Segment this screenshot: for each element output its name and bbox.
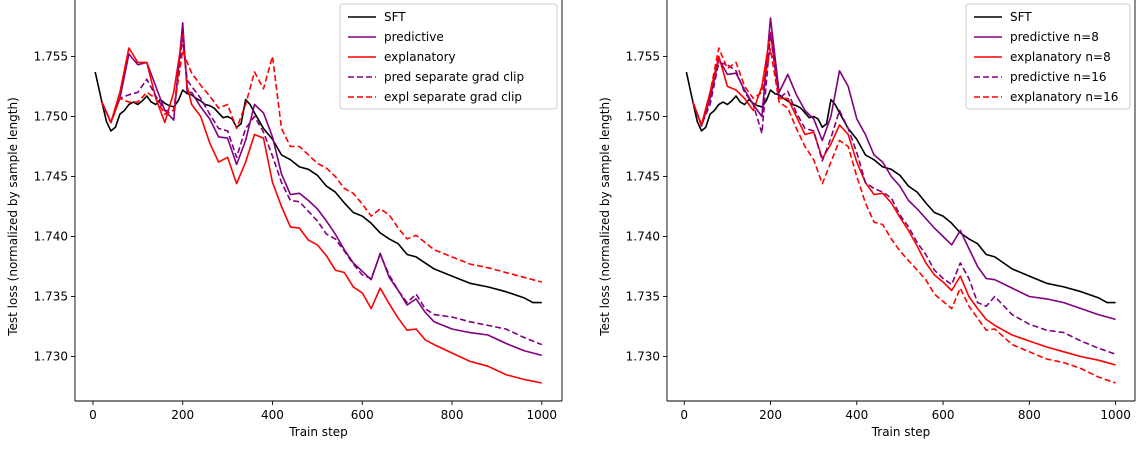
x-tick-label: 1000 [1100, 408, 1131, 422]
y-tick-label: 1.755 [626, 49, 660, 63]
x-tick-label: 600 [932, 408, 955, 422]
series-line-4 [101, 49, 543, 283]
x-tick-label: 400 [845, 408, 868, 422]
y-tick-label: 1.740 [626, 230, 660, 244]
x-tick-label: 200 [171, 408, 194, 422]
legend-label: predictive n=8 [1010, 30, 1099, 44]
y-tick-label: 1.730 [626, 350, 660, 364]
left-chart-panel: 0 200 400 600 800 1000 1.730 1.735 1.740 1.745 1.7… [6, 0, 563, 439]
y-tick-label: 1.750 [34, 109, 68, 123]
y-tick-label: 1.745 [626, 169, 660, 183]
series-lines [685, 17, 1116, 384]
y-tick-label: 1.735 [34, 290, 68, 304]
x-tick-label: 200 [759, 408, 782, 422]
legend-label: SFT [1010, 10, 1032, 24]
legend-label: predictive [384, 30, 444, 44]
x-axis-label: Train step [288, 425, 348, 439]
series-line-3 [101, 37, 543, 346]
legend-label: pred separate grad clip [384, 70, 524, 84]
x-tick-label: 400 [261, 408, 284, 422]
y-axis-label: Test loss (normalized by sample length) [6, 97, 20, 337]
legend-label: explanatory [384, 50, 456, 64]
legend: SFT predictive explanatory pred separate gr… [339, 3, 558, 110]
legend-label: expl separate grad clip [384, 90, 522, 104]
series-line-0 [94, 71, 542, 304]
series-line-3 [692, 33, 1116, 355]
legend-label: SFT [384, 10, 406, 24]
series-lines [94, 21, 543, 384]
legend-label: predictive n=16 [1010, 70, 1107, 84]
legend-label: explanatory n=8 [1010, 50, 1111, 64]
series-line-2 [692, 31, 1116, 366]
legend: SFT predictive n=8 explanatory n=8 predicti… [965, 3, 1131, 110]
y-tick-label: 1.740 [34, 230, 68, 244]
x-tick-label: 800 [1018, 408, 1041, 422]
y-tick-label: 1.735 [626, 290, 660, 304]
legend-box [965, 3, 1131, 110]
legend-box [339, 3, 558, 110]
x-tick-label: 1000 [527, 408, 558, 422]
y-axis-label: Test loss (normalized by sample length) [598, 97, 612, 337]
y-tick-label: 1.745 [34, 169, 68, 183]
right-chart-panel: 0 200 400 600 800 1000 1.730 1.735 1.740 1.745 1.7… [598, 0, 1136, 439]
legend-label: explanatory n=16 [1010, 90, 1118, 104]
x-tick-label: 600 [351, 408, 374, 422]
y-tick-label: 1.755 [34, 49, 68, 63]
x-tick-label: 0 [680, 408, 688, 422]
x-tick-label: 0 [89, 408, 97, 422]
y-tick-label: 1.730 [34, 350, 68, 364]
x-axis-label: Train step [871, 425, 931, 439]
x-tick-label: 800 [441, 408, 464, 422]
y-tick-label: 1.750 [626, 109, 660, 123]
series-line-0 [685, 71, 1116, 304]
series-line-4 [692, 47, 1116, 384]
